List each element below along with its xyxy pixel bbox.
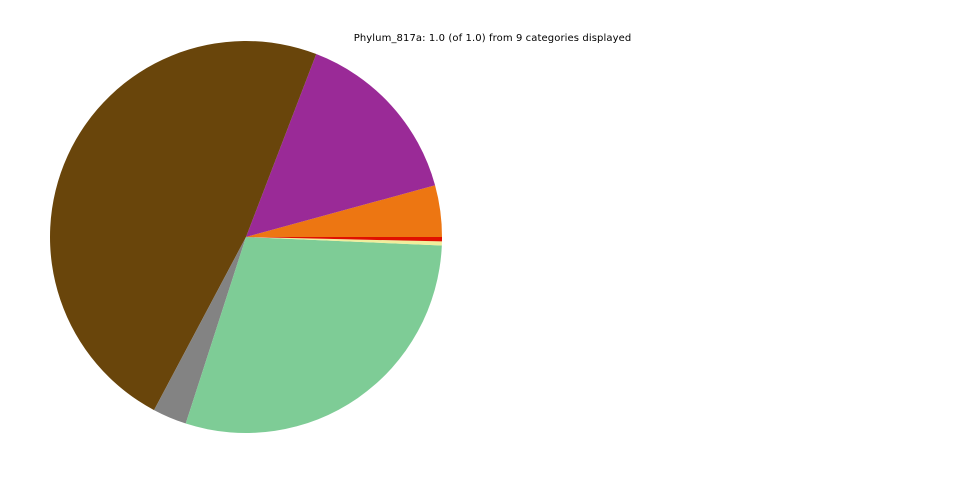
pie-slice-orange <box>246 185 442 237</box>
pie-slice-gray <box>154 237 246 424</box>
pie-slice-purple <box>246 54 436 237</box>
pie-slice-pale-yellow <box>246 237 442 246</box>
chart-title: Phylum_817a: 1.0 (of 1.0) from 9 categor… <box>353 33 632 44</box>
pie-slice-green <box>185 237 442 434</box>
pie-slice-brown <box>50 40 317 411</box>
pie-slice-red <box>246 237 442 242</box>
